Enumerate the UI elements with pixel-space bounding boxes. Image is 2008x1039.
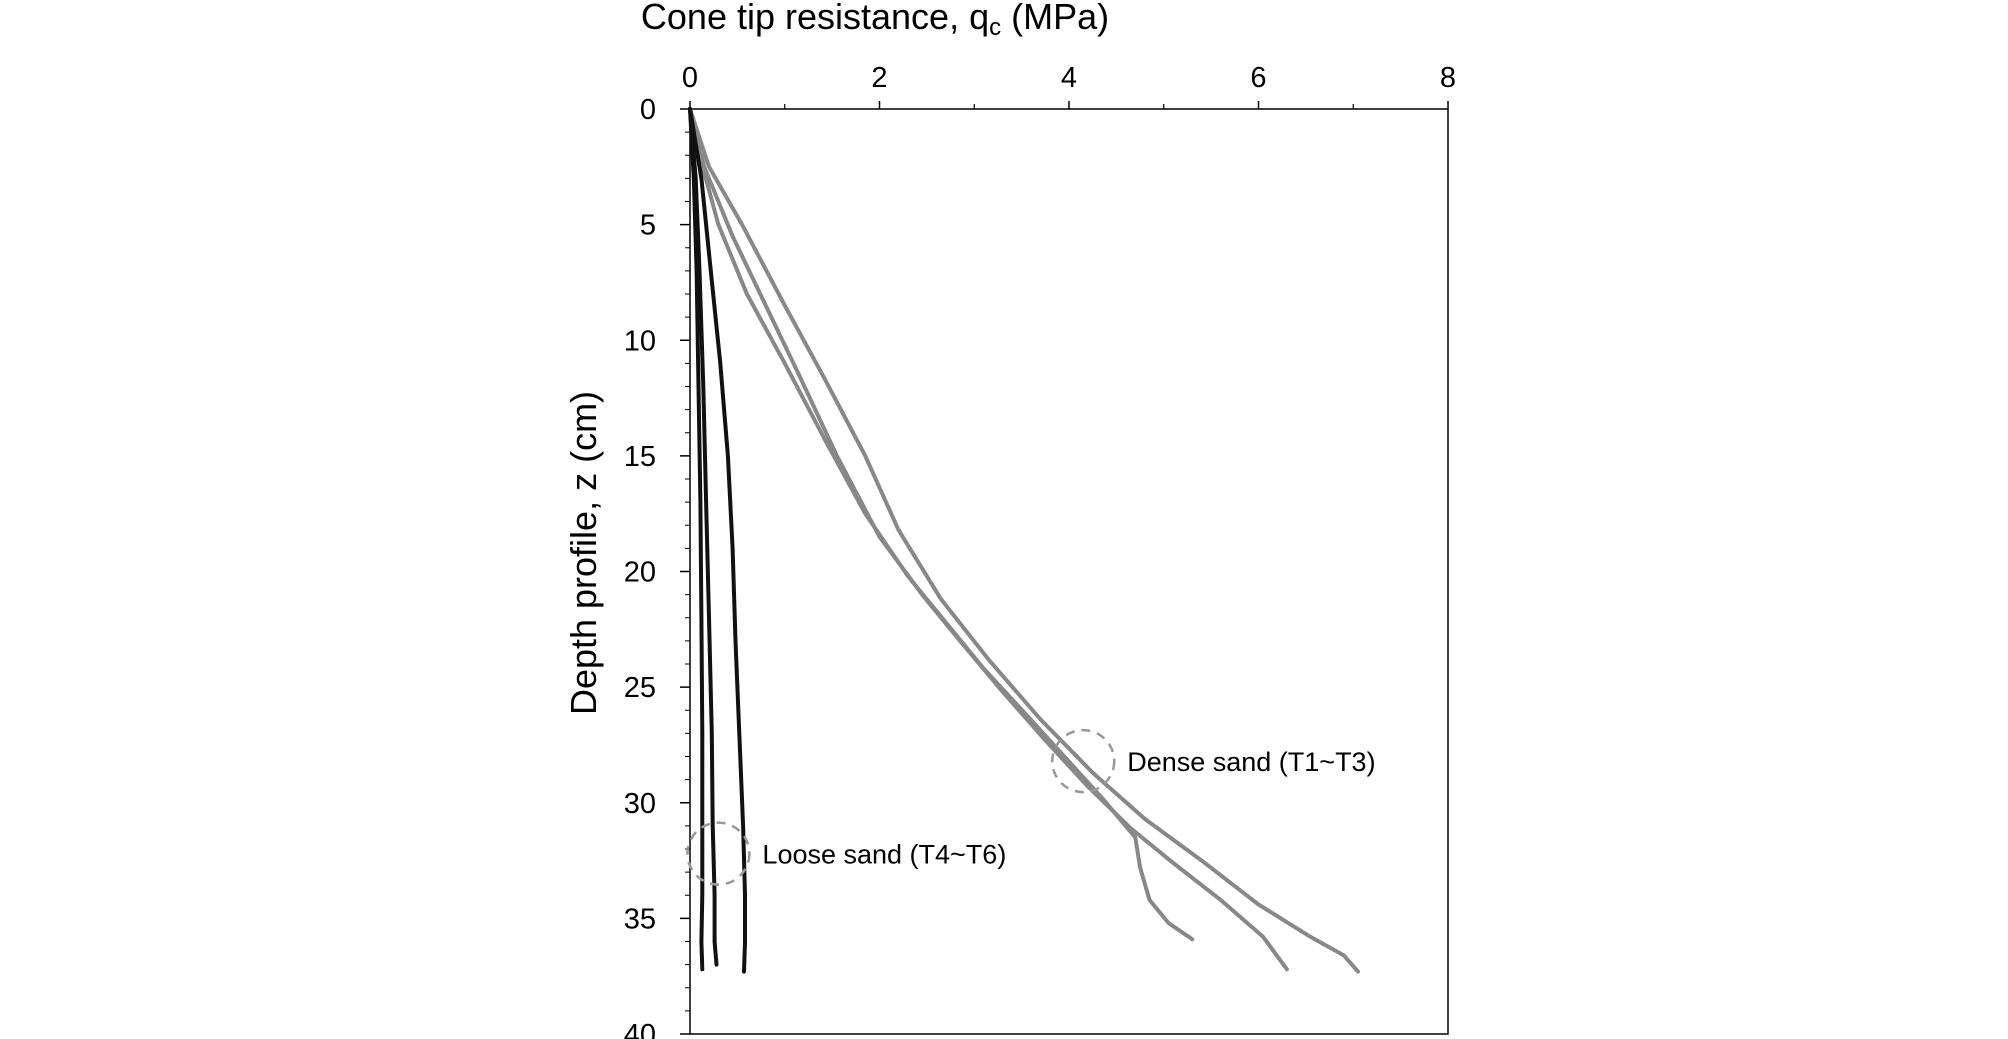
plot-frame — [689, 108, 1449, 1035]
series-line-2 — [688, 107, 1289, 972]
x-tick-label: 4 — [1061, 62, 1077, 94]
annotation-circle — [1050, 728, 1116, 794]
series-line-3 — [688, 107, 1360, 974]
y-axis-title: Depth profile, z (cm) — [563, 391, 604, 715]
y-tick-label: 35 — [624, 903, 656, 935]
y-tick-label: 15 — [624, 441, 656, 473]
annotation-circle — [686, 821, 751, 886]
x-tick-label: 8 — [1440, 62, 1456, 94]
annotation-label: Loose sand (T4~T6) — [762, 840, 1006, 870]
annotations: Dense sand (T1~T3) Loose sand (T4~T6) — [686, 728, 1376, 886]
series-line-4 — [688, 107, 705, 972]
y-tick-label: 25 — [624, 672, 656, 704]
y-tick-label: 30 — [624, 788, 656, 820]
annotation-label: Dense sand (T1~T3) — [1127, 747, 1375, 777]
series-layer — [688, 107, 1360, 974]
plot-border — [689, 108, 1449, 1035]
y-tick-label: 5 — [640, 210, 656, 242]
y-tick-label: 40 — [624, 1019, 656, 1039]
series-line-5 — [688, 107, 719, 967]
y-tick-label: 20 — [624, 557, 656, 589]
x-tick-label: 6 — [1250, 62, 1266, 94]
x-tick-label: 0 — [682, 62, 698, 94]
y-tick-label: 0 — [640, 94, 656, 126]
x-axis-title: Cone tip resistance, qc (MPa) — [641, 0, 1109, 41]
x-axis-ticks: 0 2 4 6 8 — [682, 62, 1456, 109]
y-axis-ticks: 0 5 10 15 20 25 30 35 40 — [624, 94, 690, 1039]
series-line-6 — [688, 107, 747, 974]
y-tick-label: 10 — [624, 325, 656, 357]
x-tick-label: 2 — [871, 62, 887, 94]
